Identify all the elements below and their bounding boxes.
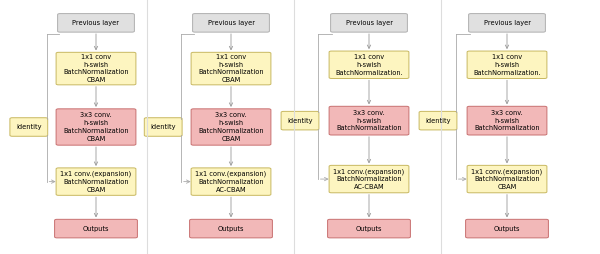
FancyBboxPatch shape: [329, 165, 409, 193]
FancyBboxPatch shape: [328, 219, 410, 238]
FancyBboxPatch shape: [190, 219, 272, 238]
Text: 1x1 conv
h-swish
BatchNormalization.: 1x1 conv h-swish BatchNormalization.: [335, 54, 403, 75]
FancyBboxPatch shape: [329, 51, 409, 78]
FancyBboxPatch shape: [58, 13, 134, 32]
FancyBboxPatch shape: [467, 51, 547, 78]
Text: Outputs: Outputs: [83, 226, 109, 232]
Text: 1x1 conv.(expansion)
BatchNormalization
CBAM: 1x1 conv.(expansion) BatchNormalization …: [472, 168, 542, 190]
FancyBboxPatch shape: [191, 109, 271, 145]
Text: 3x3 conv.
h-swish
BatchNormalization
CBAM: 3x3 conv. h-swish BatchNormalization CBA…: [198, 112, 264, 142]
Text: Outputs: Outputs: [356, 226, 382, 232]
FancyBboxPatch shape: [331, 13, 407, 32]
FancyBboxPatch shape: [419, 111, 457, 130]
Text: Outputs: Outputs: [218, 226, 244, 232]
Text: 3x3 conv.
h-swish
BatchNormalization: 3x3 conv. h-swish BatchNormalization: [336, 110, 402, 131]
FancyBboxPatch shape: [56, 168, 136, 195]
Text: 1x1 conv.(expansion)
BatchNormalization
AC-CBAM: 1x1 conv.(expansion) BatchNormalization …: [334, 168, 404, 190]
Text: 3x3 conv.
h-swish
BatchNormalization: 3x3 conv. h-swish BatchNormalization: [474, 110, 540, 131]
Text: Previous layer: Previous layer: [73, 20, 119, 26]
Text: Outputs: Outputs: [494, 226, 520, 232]
FancyBboxPatch shape: [191, 168, 271, 195]
FancyBboxPatch shape: [281, 111, 319, 130]
Text: Previous layer: Previous layer: [484, 20, 530, 26]
FancyBboxPatch shape: [56, 52, 136, 85]
FancyBboxPatch shape: [145, 118, 182, 136]
Text: 1x1 conv
h-swish
BatchNormalization
CBAM: 1x1 conv h-swish BatchNormalization CBAM: [198, 54, 264, 83]
Text: 1x1 conv
h-swish
BatchNormalization
CBAM: 1x1 conv h-swish BatchNormalization CBAM: [63, 54, 129, 83]
FancyBboxPatch shape: [466, 219, 548, 238]
Text: Previous layer: Previous layer: [208, 20, 254, 26]
FancyBboxPatch shape: [10, 118, 48, 136]
FancyBboxPatch shape: [467, 106, 547, 135]
Text: 3x3 conv.
h-swish
BatchNormalization
CBAM: 3x3 conv. h-swish BatchNormalization CBA…: [63, 112, 129, 142]
FancyBboxPatch shape: [191, 52, 271, 85]
FancyBboxPatch shape: [55, 219, 137, 238]
Text: 1x1 conv
h-swish
BatchNormalization.: 1x1 conv h-swish BatchNormalization.: [473, 54, 541, 75]
Text: identity: identity: [151, 124, 176, 130]
Text: 1x1 conv.(expansion)
BatchNormalization
AC-CBAM: 1x1 conv.(expansion) BatchNormalization …: [196, 171, 266, 193]
Text: 1x1 conv.(expansion)
BatchNormalization
CBAM: 1x1 conv.(expansion) BatchNormalization …: [61, 171, 131, 193]
FancyBboxPatch shape: [467, 165, 547, 193]
Text: Previous layer: Previous layer: [346, 20, 392, 26]
FancyBboxPatch shape: [56, 109, 136, 145]
Text: identity: identity: [16, 124, 41, 130]
FancyBboxPatch shape: [193, 13, 269, 32]
Text: identity: identity: [287, 118, 313, 124]
FancyBboxPatch shape: [329, 106, 409, 135]
Text: identity: identity: [425, 118, 451, 124]
FancyBboxPatch shape: [469, 13, 545, 32]
